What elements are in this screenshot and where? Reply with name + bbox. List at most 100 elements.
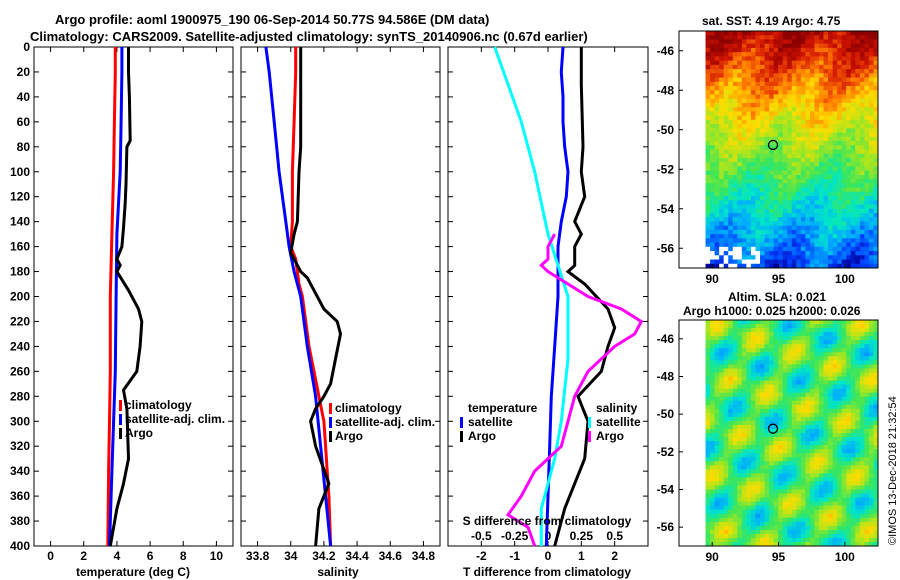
sla-heatmap-cell — [737, 340, 743, 345]
sst-heatmap-cell — [837, 263, 843, 269]
sla-heatmap-cell — [873, 372, 879, 377]
lat-tick-label: -52 — [657, 445, 675, 459]
x-tick-label: 8 — [180, 549, 187, 563]
sst-heatmap-cell — [705, 35, 711, 40]
sst-heatmap-cell — [814, 141, 820, 146]
sst-heatmap-cell — [805, 111, 811, 117]
sla-heatmap-cell — [814, 445, 820, 450]
sla-heatmap-cell — [855, 384, 861, 390]
sst-heatmap-cell — [846, 47, 852, 53]
sst-heatmap-cell — [728, 255, 734, 261]
sla-heatmap-cell — [868, 324, 874, 329]
sst-heatmap-cell — [719, 255, 725, 261]
sst-heatmap-cell — [791, 56, 797, 62]
sla-heatmap-cell — [710, 336, 716, 341]
sla-heatmap-cell — [750, 348, 756, 353]
sla-heatmap-cell — [864, 356, 870, 361]
sla-heatmap-cell — [769, 501, 775, 507]
sla-heatmap-cell — [873, 396, 879, 402]
sla-heatmap-cell — [864, 489, 870, 495]
sst-heatmap-cell — [737, 90, 743, 95]
sla-heatmap-cell — [737, 400, 743, 406]
sla-heatmap-cell — [741, 525, 747, 531]
sst-heatmap-cell — [859, 56, 865, 62]
sst-heatmap-cell — [800, 221, 806, 227]
sst-heatmap-cell — [791, 141, 797, 146]
sla-heatmap-cell — [759, 437, 766, 442]
sla-heatmap-cell — [837, 340, 843, 345]
sst-heatmap-cell — [873, 153, 879, 159]
sla-heatmap-cells — [705, 320, 879, 547]
sst-heatmap-cell — [791, 47, 797, 53]
sst-heatmap-cell — [846, 263, 852, 269]
sst-heatmap-cell — [759, 107, 766, 112]
sst-heatmap-cell — [864, 170, 870, 176]
sst-heatmap-cell — [791, 119, 797, 125]
sla-heatmap-cell — [868, 408, 874, 414]
sst-heatmap-cell — [719, 124, 725, 129]
sst-heatmap-cell — [778, 212, 784, 218]
sla-heatmap-cell — [791, 433, 797, 438]
sla-heatmap-cell — [719, 481, 725, 486]
sla-heatmap-cell — [755, 453, 761, 458]
sla-heatmap-cell — [868, 445, 874, 450]
sla-heatmap-cell — [769, 340, 775, 345]
sst-heatmap-cell — [746, 77, 752, 83]
sst-heatmap-cell — [769, 157, 775, 163]
sst-heatmap-cell — [755, 52, 761, 57]
sst-heatmap-cell — [805, 81, 811, 87]
sla-heatmap-cell — [841, 501, 847, 507]
sst-heatmap-cell — [859, 39, 865, 45]
sla-heatmap-cell — [759, 525, 766, 531]
sla-heatmap-cell — [864, 537, 870, 543]
sla-heatmap-cell — [773, 380, 779, 386]
sla-heatmap-cell — [828, 437, 834, 442]
sst-heatmap-cell — [769, 124, 775, 129]
sst-heatmap-cell — [732, 60, 738, 66]
sst-heatmap-cell — [714, 69, 720, 74]
sla-heatmap-cell — [723, 449, 729, 454]
sla-heatmap-cell — [705, 433, 711, 438]
sst-heatmap-cell — [837, 31, 843, 36]
sst-heatmap-cell — [778, 255, 784, 261]
sst-heatmap-cell — [728, 242, 734, 248]
sla-heatmap-cell — [837, 489, 843, 495]
sla-heatmap-cell — [719, 461, 725, 466]
sla-heatmap-cell — [773, 473, 779, 478]
sst-heatmap-cell — [705, 170, 711, 176]
sst-heatmap-cell — [832, 132, 838, 138]
sst-heatmap-cell — [773, 39, 779, 45]
sla-heatmap-cell — [837, 537, 843, 543]
sst-heatmap-cell — [868, 136, 874, 142]
sst-heatmap-cell — [805, 64, 811, 70]
sla-heatmap-cell — [714, 493, 720, 499]
sla-heatmap-cell — [737, 332, 743, 337]
sla-heatmap-cell — [728, 505, 734, 511]
sla-heatmap-cell — [746, 437, 752, 442]
sla-heatmap-cell — [723, 541, 729, 547]
sla-heatmap-cell — [741, 368, 747, 373]
sst-heatmap-cell — [705, 98, 711, 104]
sst-heatmap-cell — [791, 238, 797, 244]
lon-tick-label: 95 — [772, 272, 786, 286]
sst-heatmap-cell — [782, 246, 788, 252]
sst-heatmap-cell — [723, 179, 729, 184]
sst-heatmap-cell — [855, 221, 861, 227]
sst-heatmap-cell — [832, 115, 838, 121]
sla-heatmap-cell — [841, 424, 847, 430]
sst-heatmap-cell — [814, 229, 820, 235]
sst-heatmap-cell — [864, 221, 870, 227]
sst-heatmap-cell — [759, 56, 766, 62]
sla-heatmap-cell — [791, 461, 797, 466]
sst-heatmap-cell — [710, 174, 716, 180]
sst-heatmap-cell — [800, 196, 806, 201]
sla-heatmap-cell — [832, 388, 838, 394]
sla-heatmap-cell — [796, 541, 802, 547]
sla-heatmap-cell — [750, 404, 756, 410]
sla-heatmap-cell — [705, 356, 711, 361]
sst-heatmap-cell — [868, 128, 874, 134]
sst-heatmap-cell — [705, 238, 711, 244]
sst-heatmap-cell — [864, 204, 870, 210]
sst-heatmap-cell — [846, 212, 852, 218]
sst-heatmap-cell — [814, 217, 820, 222]
